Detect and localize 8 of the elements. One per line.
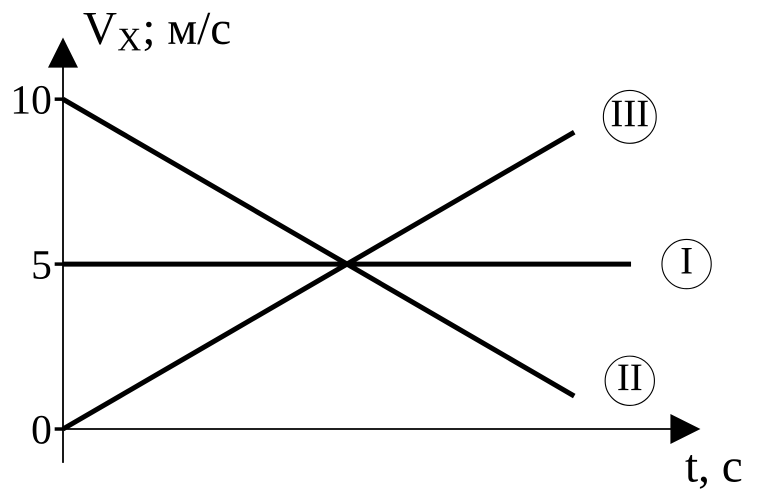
y-axis-title: V$_{X}$; м/с bbox=[83, 12, 230, 52]
y-tick-label: 0 bbox=[32, 416, 50, 444]
series-label: I bbox=[682, 248, 692, 274]
y-tick-label: 5 bbox=[33, 251, 50, 279]
series-label: II bbox=[618, 364, 642, 390]
x-axis-title: t, с bbox=[685, 454, 742, 489]
y-tick-label: 10 bbox=[14, 86, 50, 114]
series-label: III bbox=[612, 100, 648, 126]
